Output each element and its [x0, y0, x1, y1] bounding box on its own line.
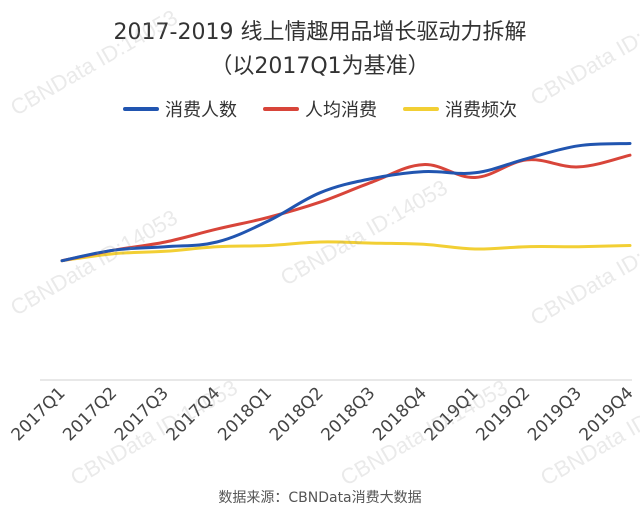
- legend-swatch-users: [123, 107, 159, 111]
- chart-subtitle: （以2017Q1为基准）: [210, 54, 430, 79]
- legend-label-frequency: 消费频次: [445, 100, 517, 121]
- chart-title: 2017-2019 线上情趣用品增长驱动力拆解: [113, 20, 527, 45]
- x-tick-label: 2019Q2: [472, 383, 534, 445]
- x-tick-label: 2018Q4: [369, 383, 431, 445]
- legend-item-spend: 人均消费: [263, 96, 377, 122]
- legend: 消费人数 人均消费 消费频次: [0, 96, 640, 122]
- series-line-spend: [60, 153, 632, 263]
- x-tick-label: 2017Q3: [111, 383, 173, 445]
- x-tick-label: 2017Q1: [8, 383, 70, 445]
- x-tick-label: 2019Q3: [524, 383, 586, 445]
- x-tick-label: 2017Q2: [59, 383, 121, 445]
- source-note: 数据来源：CBNData消费大数据: [218, 490, 422, 506]
- x-tick-label: 2017Q4: [163, 383, 225, 445]
- x-tick-label: 2019Q4: [576, 383, 638, 445]
- series-line-users: [60, 142, 632, 263]
- legend-item-users: 消费人数: [123, 96, 237, 122]
- x-tick-label: 2019Q1: [421, 383, 483, 445]
- x-tick-label: 2018Q3: [318, 383, 380, 445]
- x-tick-label: 2018Q2: [266, 383, 328, 445]
- legend-label-spend: 人均消费: [305, 100, 377, 121]
- legend-swatch-spend: [263, 107, 299, 111]
- x-tick-label: 2018Q1: [214, 383, 276, 445]
- legend-swatch-frequency: [403, 107, 439, 111]
- legend-item-frequency: 消费频次: [403, 96, 517, 122]
- series-line-frequency: [60, 240, 632, 263]
- legend-label-users: 消费人数: [165, 100, 237, 121]
